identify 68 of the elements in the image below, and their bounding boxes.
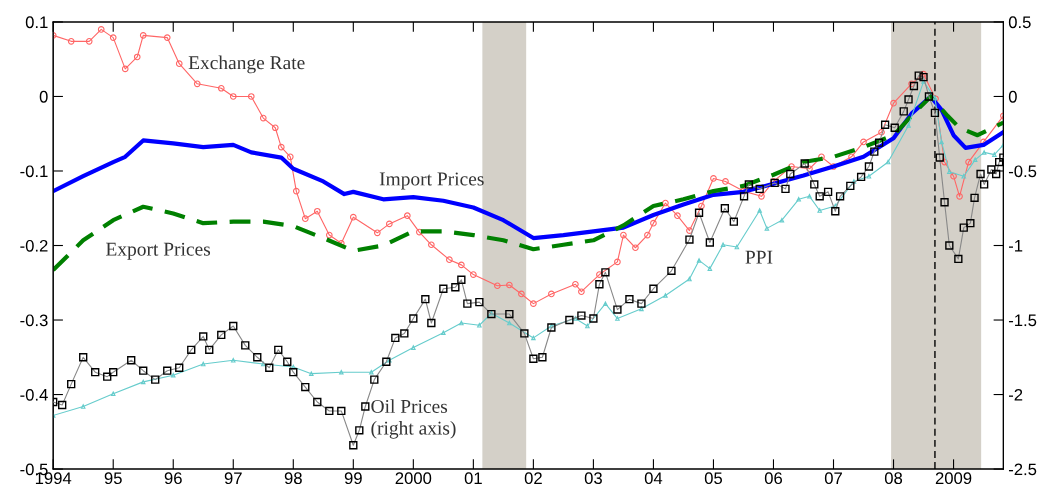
y-tick-label: -0.2 xyxy=(20,239,48,252)
x-tick-label: 98 xyxy=(284,472,302,485)
y2-tick-label: 0 xyxy=(1008,90,1017,103)
x-tick-label: 95 xyxy=(104,472,122,485)
x-tick-label: 01 xyxy=(464,472,482,485)
series-label: Import Prices xyxy=(379,172,484,190)
x-tick-label: 97 xyxy=(224,472,242,485)
point xyxy=(764,226,770,231)
point xyxy=(411,345,416,350)
point xyxy=(696,258,702,263)
point xyxy=(531,335,536,341)
y-tick-label: 0.1 xyxy=(25,16,48,29)
x-tick-label: 05 xyxy=(704,472,723,485)
point xyxy=(947,169,952,175)
y-tick-label: -0.4 xyxy=(20,388,48,401)
y2-tick-label: 0.5 xyxy=(1008,16,1031,29)
y-tick-label: 0 xyxy=(39,90,48,103)
y2-tick-label: -1 xyxy=(1008,240,1023,252)
point xyxy=(309,371,314,376)
point xyxy=(230,357,236,363)
point xyxy=(939,139,944,145)
y2-tick-label: -2.5 xyxy=(1008,463,1037,476)
x-tick-label: 99 xyxy=(344,472,362,485)
point xyxy=(796,197,801,202)
point xyxy=(477,322,482,328)
point xyxy=(757,208,762,213)
point xyxy=(615,316,620,321)
x-tick-label: 02 xyxy=(524,472,542,485)
series-label: Oil Prices (right axis) xyxy=(371,399,456,439)
point xyxy=(140,379,146,385)
point xyxy=(441,330,446,335)
point xyxy=(807,194,812,199)
point xyxy=(110,391,116,397)
series-label: PPI xyxy=(745,250,773,264)
series-label: Export Prices xyxy=(106,242,211,260)
x-tick-label: 08 xyxy=(884,472,903,485)
point xyxy=(981,150,987,155)
point xyxy=(663,293,668,298)
x-tick-label: 06 xyxy=(764,472,783,485)
series-label: Exchange Rate xyxy=(188,55,305,74)
y2-tick-label: -1.5 xyxy=(1008,314,1037,327)
point xyxy=(707,266,713,271)
point xyxy=(866,173,872,179)
y-tick-label: -0.3 xyxy=(20,314,48,327)
line-series xyxy=(53,94,1004,273)
point xyxy=(734,244,740,250)
point xyxy=(906,123,911,128)
point xyxy=(459,320,464,326)
y-tick-label: -0.1 xyxy=(20,165,48,178)
point xyxy=(972,157,978,163)
y2-tick-label: -0.5 xyxy=(1008,165,1037,178)
point xyxy=(992,152,997,157)
point xyxy=(603,301,608,306)
x-tick-label: 2000 xyxy=(395,472,432,485)
point xyxy=(687,276,692,282)
line-series xyxy=(53,94,1004,241)
point xyxy=(779,217,785,223)
point xyxy=(817,208,822,213)
x-tick-label: 07 xyxy=(824,472,842,485)
y2-tick-label: -2 xyxy=(1008,388,1023,401)
point xyxy=(585,323,590,329)
point xyxy=(80,404,86,409)
x-tick-label: 96 xyxy=(164,472,182,485)
x-tick-label: 04 xyxy=(644,472,663,485)
point xyxy=(507,320,512,326)
point xyxy=(885,159,891,165)
x-tick-label: 03 xyxy=(584,472,602,485)
x-tick-label: 2009 xyxy=(935,472,972,485)
